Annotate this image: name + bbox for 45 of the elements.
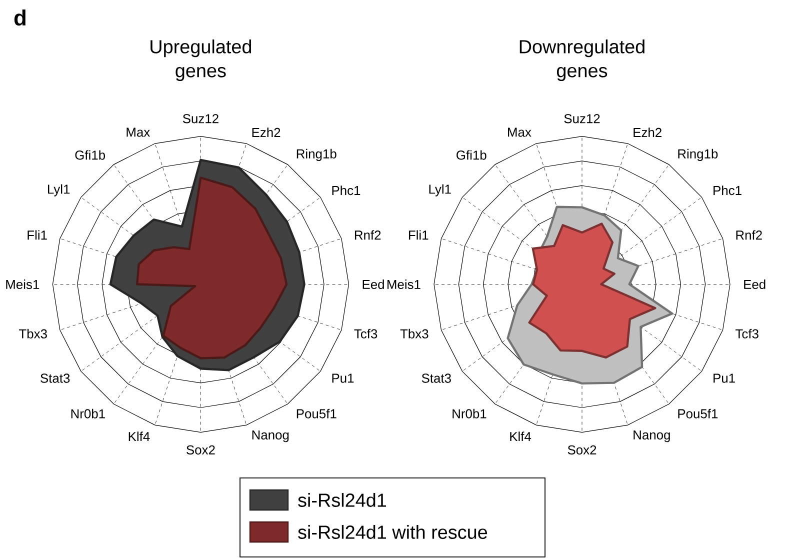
spoke-label: Nr0b1 — [71, 408, 105, 418]
spoke-label: Rnf2 — [736, 230, 762, 240]
spoke-label: Suz12 — [564, 114, 600, 124]
spoke-label: Tcf3 — [736, 328, 758, 338]
spoke-label: Gfi1b — [456, 150, 486, 160]
spoke-label: Meis1 — [387, 280, 420, 290]
spoke-label: Klf4 — [128, 432, 150, 441]
spoke-label: Phc1 — [332, 186, 360, 196]
spoke-label: Tbx3 — [19, 328, 47, 338]
spoke-label: Max — [508, 128, 532, 137]
spoke-label: Suz12 — [182, 114, 218, 124]
spoke-label: Gfi1b — [75, 150, 106, 160]
spoke-label: Ezh2 — [252, 128, 280, 137]
chart-title: Downregulated genes — [520, 40, 644, 82]
text: d — [14, 10, 26, 26]
spoke-label: Klf4 — [510, 432, 532, 441]
legend-label: si-Rsl24d1 with rescue — [298, 525, 488, 539]
spoke-label: Eed — [362, 280, 384, 290]
spoke-label: Pu1 — [332, 374, 354, 383]
spoke-label: Nanog — [252, 430, 289, 442]
spoke-label: Ring1b — [678, 148, 718, 162]
spoke-label: Ring1b — [296, 148, 336, 162]
spoke-label: Sox2 — [568, 445, 596, 454]
spoke-label: Stat3 — [40, 374, 70, 383]
legend-label: si-Rsl24d1 — [298, 493, 386, 507]
spoke-label: Sox2 — [186, 445, 215, 454]
spoke-label: Lyl1 — [48, 184, 70, 196]
spoke-label: Meis1 — [6, 280, 40, 290]
spoke-label: Lyl1 — [429, 184, 451, 196]
spoke-label: Nr0b1 — [452, 408, 486, 418]
chart-title: Upregulated genes — [150, 40, 252, 82]
spoke-label: Max — [126, 128, 150, 137]
spoke-label: Pu1 — [714, 374, 735, 383]
spoke-label: Stat3 — [422, 374, 451, 383]
spoke-label: Eed — [744, 280, 766, 290]
spoke-label: Rnf2 — [354, 230, 381, 240]
spoke-label: Pou5f1 — [296, 408, 336, 418]
spoke-label: Ezh2 — [634, 128, 662, 137]
spoke-label: Phc1 — [714, 186, 742, 196]
spoke-label: Tbx3 — [400, 328, 428, 338]
spoke-label: Pou5f1 — [678, 408, 718, 418]
spoke-label: Tcf3 — [354, 328, 378, 338]
spoke-label: Nanog — [634, 430, 670, 442]
spoke-label: Fli1 — [408, 230, 428, 240]
spoke-label: Fli1 — [28, 230, 47, 240]
